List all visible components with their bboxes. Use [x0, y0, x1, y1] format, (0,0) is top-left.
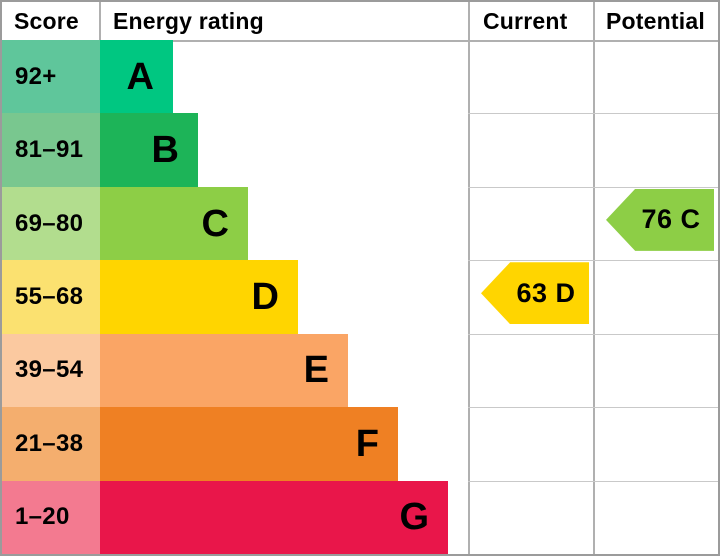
current-column-divider: [468, 2, 470, 554]
band-row-b: 81–91 B: [2, 113, 718, 187]
band-bar-c: C: [100, 186, 248, 261]
header-potential: Potential: [606, 7, 705, 34]
band-bar-b: B: [100, 113, 198, 187]
band-row-g: 1–20 G: [2, 480, 718, 554]
band-row-a: 92+ A: [2, 40, 718, 114]
header-score: Score: [14, 7, 79, 34]
header-current: Current: [483, 7, 568, 34]
score-range-g: 1–20: [2, 480, 100, 554]
band-bar-e: E: [100, 333, 348, 408]
score-column-divider: [99, 2, 101, 40]
score-range-e: 39–54: [2, 333, 100, 408]
rating-bands: 92+ A 81–91 B 69–80 C 55–68 D 39–54 E 21–38 F 1–20 G: [2, 40, 718, 554]
row-separator-line: [468, 113, 718, 115]
score-range-b: 81–91: [2, 113, 100, 187]
band-bar-g: G: [100, 480, 448, 554]
band-bar-d: D: [100, 260, 298, 334]
header-bottom-line: [2, 40, 718, 42]
score-range-d: 55–68: [2, 260, 100, 334]
score-range-a: 92+: [2, 40, 100, 114]
score-range-c: 69–80: [2, 186, 100, 261]
band-row-d: 55–68 D: [2, 260, 718, 334]
header-energy-rating: Energy rating: [113, 7, 264, 34]
band-row-f: 21–38 F: [2, 407, 718, 481]
score-range-f: 21–38: [2, 407, 100, 481]
row-separator-line: [468, 260, 718, 262]
potential-column-divider: [593, 2, 595, 554]
band-bar-a: A: [100, 40, 173, 114]
current-rating-label: 63 D: [516, 277, 576, 308]
band-bar-f: F: [100, 407, 398, 481]
row-separator-line: [468, 333, 718, 335]
band-row-e: 39–54 E: [2, 333, 718, 408]
row-separator-line: [468, 407, 718, 409]
potential-rating-label: 76 C: [641, 204, 701, 235]
row-separator-line: [468, 186, 718, 188]
band-row-c: 69–80 C: [2, 186, 718, 261]
row-separator-line: [468, 480, 718, 482]
